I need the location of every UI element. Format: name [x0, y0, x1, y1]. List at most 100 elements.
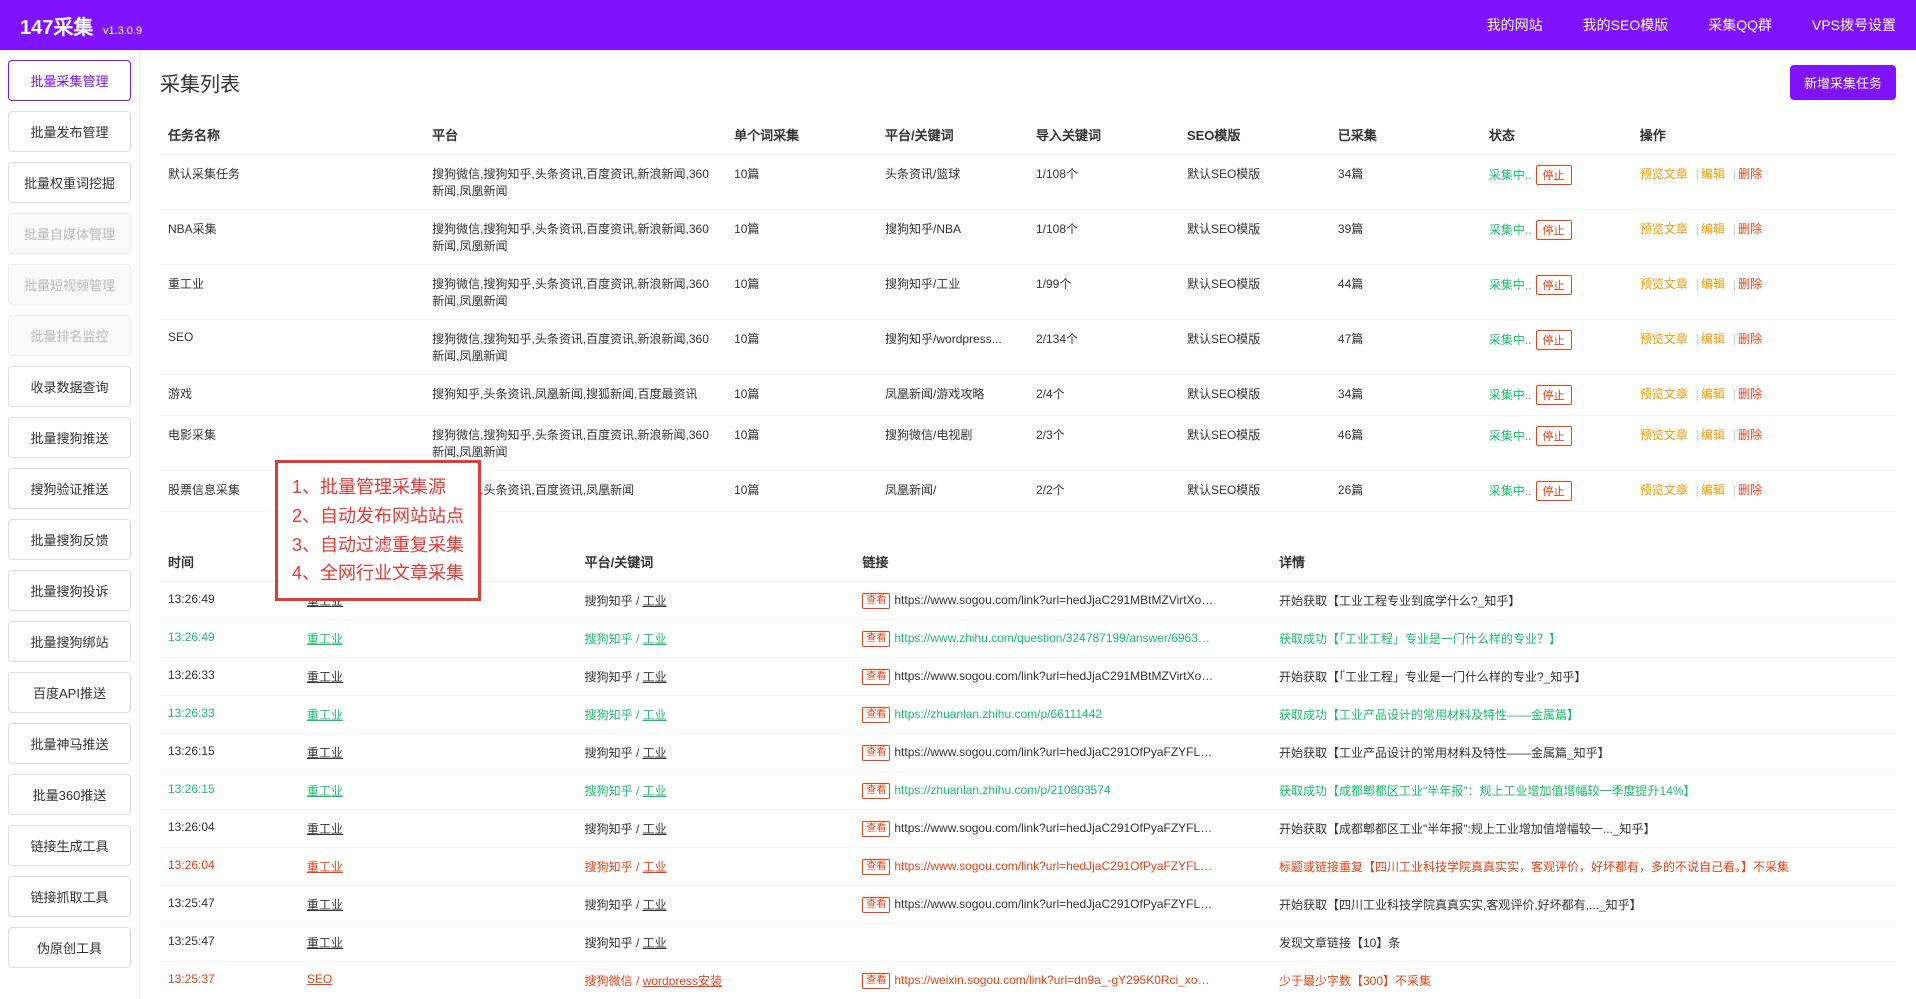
log-keyword[interactable]: 工业: [643, 936, 667, 950]
preview-link[interactable]: 预览文章: [1640, 332, 1688, 346]
view-tag[interactable]: 查看: [862, 821, 890, 837]
add-task-button[interactable]: 新增采集任务: [1790, 65, 1896, 100]
delete-link[interactable]: 删除: [1738, 222, 1762, 236]
log-url[interactable]: https://www.zhihu.com/question/324787199…: [894, 631, 1214, 645]
preview-link[interactable]: 预览文章: [1640, 428, 1688, 442]
edit-link[interactable]: 编辑: [1701, 387, 1725, 401]
log-url[interactable]: https://www.sogou.com/link?url=hedJjaC29…: [894, 745, 1214, 759]
preview-link[interactable]: 预览文章: [1640, 483, 1688, 497]
sidebar-item[interactable]: 搜狗验证推送: [8, 468, 131, 509]
sidebar-item[interactable]: 批量发布管理: [8, 111, 131, 152]
task-cell: 26篇: [1330, 471, 1481, 512]
log-url[interactable]: https://www.sogou.com/link?url=hedJjaC29…: [894, 669, 1214, 683]
stop-button[interactable]: 停止: [1536, 385, 1572, 405]
task-col-header: 平台/关键词: [877, 115, 1028, 155]
topnav-link[interactable]: 采集QQ群: [1708, 15, 1772, 35]
stop-button[interactable]: 停止: [1536, 165, 1572, 185]
log-url[interactable]: https://zhuanlan.zhihu.com/p/210803574: [894, 783, 1110, 797]
log-keyword[interactable]: 工业: [643, 860, 667, 874]
edit-link[interactable]: 编辑: [1701, 277, 1725, 291]
edit-link[interactable]: 编辑: [1701, 332, 1725, 346]
log-task[interactable]: 重工业: [307, 898, 343, 912]
sidebar-item[interactable]: 批量搜狗反馈: [8, 519, 131, 560]
sidebar-item[interactable]: 收录数据查询: [8, 366, 131, 407]
stop-button[interactable]: 停止: [1536, 481, 1572, 501]
log-task[interactable]: 重工业: [307, 936, 343, 950]
view-tag[interactable]: 查看: [862, 745, 890, 761]
log-keyword[interactable]: 工业: [643, 784, 667, 798]
sidebar-item[interactable]: 批量神马推送: [8, 723, 131, 764]
sidebar-item[interactable]: 批量采集管理: [8, 60, 131, 101]
log-detail: 开始获取【工业工程专业到底学什么?_知乎】: [1271, 582, 1896, 620]
sidebar-item[interactable]: 链接抓取工具: [8, 876, 131, 917]
sidebar-item[interactable]: 链接生成工具: [8, 825, 131, 866]
view-tag[interactable]: 查看: [862, 859, 890, 875]
log-task[interactable]: 重工业: [307, 822, 343, 836]
task-cell: 搜狗微信,搜狗知乎,头条资讯,百度资讯,新浪新闻,360新闻,凤凰新闻: [424, 320, 726, 375]
stop-button[interactable]: 停止: [1536, 275, 1572, 295]
edit-link[interactable]: 编辑: [1701, 222, 1725, 236]
view-tag[interactable]: 查看: [862, 897, 890, 913]
delete-link[interactable]: 删除: [1738, 483, 1762, 497]
topnav-link[interactable]: 我的SEO模版: [1583, 15, 1669, 35]
log-task[interactable]: 重工业: [307, 632, 343, 646]
log-task[interactable]: 重工业: [307, 708, 343, 722]
task-cell: 44篇: [1330, 265, 1481, 320]
stop-button[interactable]: 停止: [1536, 330, 1572, 350]
log-task[interactable]: 重工业: [307, 860, 343, 874]
sidebar-item[interactable]: 批量搜狗绑站: [8, 621, 131, 662]
log-task[interactable]: 重工业: [307, 784, 343, 798]
log-time: 13:26:15: [160, 734, 299, 772]
task-cell: 默认SEO模版: [1179, 471, 1330, 512]
delete-link[interactable]: 删除: [1738, 387, 1762, 401]
sidebar-item[interactable]: 批量搜狗投诉: [8, 570, 131, 611]
sidebar-item[interactable]: 批量权重词挖掘: [8, 162, 131, 203]
log-task[interactable]: SEO: [307, 972, 332, 986]
log-keyword[interactable]: 工业: [643, 632, 667, 646]
view-tag[interactable]: 查看: [862, 631, 890, 647]
view-tag[interactable]: 查看: [862, 669, 890, 685]
log-url[interactable]: https://www.sogou.com/link?url=hedJjaC29…: [894, 859, 1214, 873]
log-url[interactable]: https://zhuanlan.zhihu.com/p/66111442: [894, 707, 1102, 721]
topnav-link[interactable]: 我的网站: [1487, 15, 1543, 35]
task-cell: 2/134个: [1028, 320, 1179, 375]
stop-button[interactable]: 停止: [1536, 426, 1572, 446]
log-keyword[interactable]: 工业: [643, 746, 667, 760]
preview-link[interactable]: 预览文章: [1640, 277, 1688, 291]
delete-link[interactable]: 删除: [1738, 332, 1762, 346]
log-keyword[interactable]: 工业: [643, 822, 667, 836]
preview-link[interactable]: 预览文章: [1640, 387, 1688, 401]
log-keyword[interactable]: 工业: [643, 594, 667, 608]
task-cell: 2/3个: [1028, 416, 1179, 471]
log-keyword[interactable]: 工业: [643, 708, 667, 722]
view-tag[interactable]: 查看: [862, 973, 890, 989]
log-detail: 开始获取【「工业工程」专业是一门什么样的专业?_知乎】: [1271, 658, 1896, 696]
edit-link[interactable]: 编辑: [1701, 167, 1725, 181]
view-tag[interactable]: 查看: [862, 783, 890, 799]
sidebar-item[interactable]: 批量搜狗推送: [8, 417, 131, 458]
log-keyword[interactable]: 工业: [643, 670, 667, 684]
preview-link[interactable]: 预览文章: [1640, 222, 1688, 236]
edit-link[interactable]: 编辑: [1701, 428, 1725, 442]
log-keyword[interactable]: 工业: [643, 898, 667, 912]
log-url[interactable]: https://www.sogou.com/link?url=hedJjaC29…: [894, 897, 1214, 911]
delete-link[interactable]: 删除: [1738, 428, 1762, 442]
log-keyword[interactable]: wordpress安装: [643, 974, 722, 988]
log-task[interactable]: 重工业: [307, 670, 343, 684]
sidebar-item[interactable]: 百度API推送: [8, 672, 131, 713]
delete-link[interactable]: 删除: [1738, 277, 1762, 291]
edit-link[interactable]: 编辑: [1701, 483, 1725, 497]
log-url[interactable]: https://www.sogou.com/link?url=hedJjaC29…: [894, 821, 1214, 835]
delete-link[interactable]: 删除: [1738, 167, 1762, 181]
sidebar-item[interactable]: 伪原创工具: [8, 927, 131, 968]
topnav-link[interactable]: VPS拨号设置: [1812, 15, 1896, 35]
log-url[interactable]: https://weixin.sogou.com/link?url=dn9a_-…: [894, 973, 1214, 987]
log-url[interactable]: https://www.sogou.com/link?url=hedJjaC29…: [894, 593, 1214, 607]
stop-button[interactable]: 停止: [1536, 220, 1572, 240]
preview-link[interactable]: 预览文章: [1640, 167, 1688, 181]
sidebar-item[interactable]: 批量360推送: [8, 774, 131, 815]
view-tag[interactable]: 查看: [862, 707, 890, 723]
view-tag[interactable]: 查看: [862, 593, 890, 609]
log-platform: 搜狗知乎 /: [585, 860, 643, 874]
log-task[interactable]: 重工业: [307, 746, 343, 760]
